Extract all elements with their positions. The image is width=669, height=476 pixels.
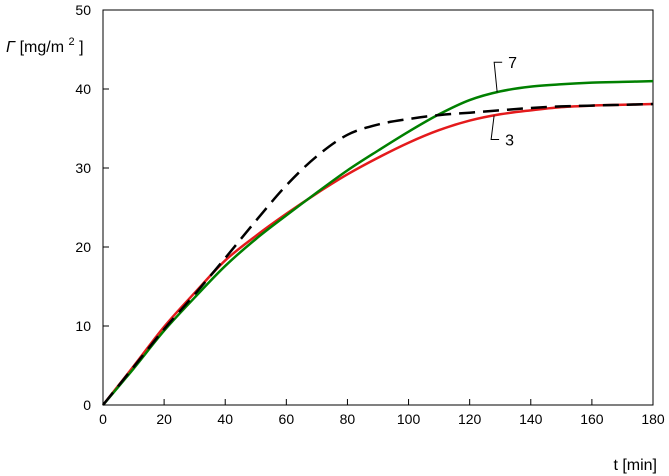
x-tick-label: 160	[580, 411, 604, 427]
y-tick-label: 20	[75, 239, 91, 255]
plot-frame	[102, 9, 654, 406]
x-tick-label: 0	[99, 411, 107, 427]
y-axis-label: Γ [mg/m 2 ]	[6, 32, 84, 56]
x-tick-label: 120	[458, 411, 482, 427]
x-tick-label: 20	[156, 411, 172, 427]
annotation-label: 3	[505, 133, 514, 150]
series-layer	[102, 79, 654, 406]
y-axis-unit-exponent: 2	[68, 36, 74, 48]
x-tick-label: 100	[397, 411, 421, 427]
series-line-2	[102, 102, 654, 406]
y-axis-symbol: Γ	[6, 39, 16, 56]
annotation-leader	[490, 115, 500, 141]
plot-area	[102, 9, 654, 406]
x-tick-label: 180	[641, 411, 665, 427]
annotation-label: 7	[508, 55, 517, 72]
y-tick-label: 0	[83, 397, 91, 413]
series-line-1	[102, 79, 654, 406]
x-axis: 0 20 40 60 80 100 120 140 160 180	[99, 399, 665, 427]
annotation-leader	[493, 61, 503, 93]
x-tick-label: 40	[217, 411, 233, 427]
x-axis-label: t [min]	[613, 457, 657, 474]
annotations: 73	[490, 55, 517, 150]
x-tick-label: 60	[279, 411, 295, 427]
y-axis-unit-close: ]	[79, 39, 83, 56]
y-tick-label: 50	[75, 2, 91, 18]
x-tick-label: 80	[340, 411, 356, 427]
y-tick-label: 30	[75, 160, 91, 176]
y-axis-unit: [mg/m	[20, 39, 64, 56]
x-tick-label: 140	[519, 411, 543, 427]
y-tick-label: 40	[75, 81, 91, 97]
y-axis: 0 10 20 30 40 50	[75, 2, 109, 413]
y-tick-label: 10	[75, 318, 91, 334]
